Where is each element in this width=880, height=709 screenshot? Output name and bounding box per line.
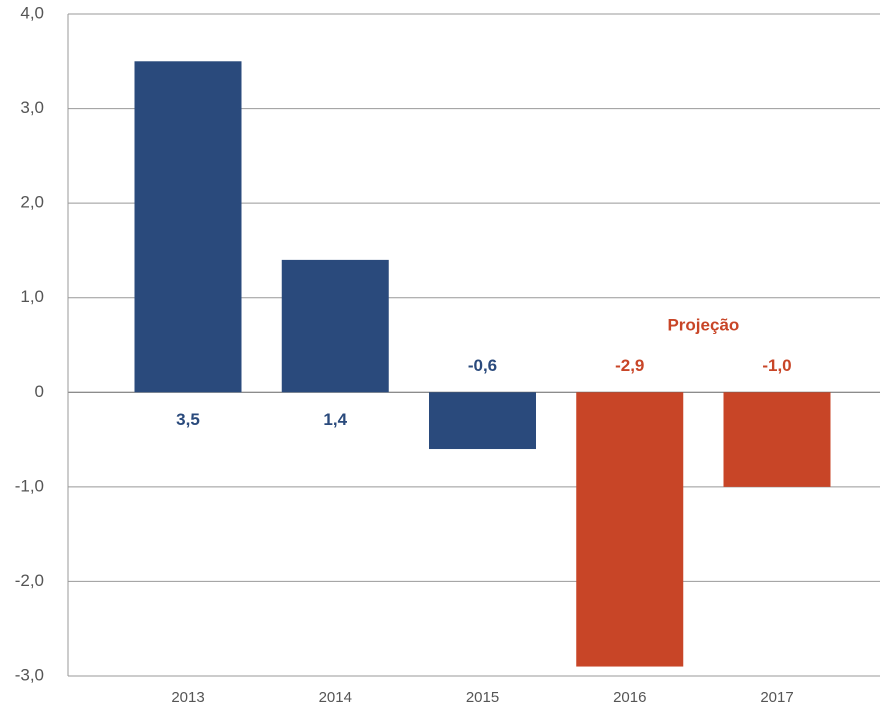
x-tick-label: 2015 [466, 689, 499, 706]
value-label: 1,4 [323, 410, 347, 429]
y-tick-label: 2,0 [20, 193, 44, 212]
x-tick-label: 2017 [760, 689, 793, 706]
bar [429, 392, 536, 450]
bar [576, 392, 684, 667]
y-tick-label: -3,0 [15, 665, 44, 684]
value-label: 3,5 [176, 410, 200, 429]
value-label: -0,6 [468, 356, 497, 375]
bar [723, 392, 831, 487]
value-label: -1,0 [762, 356, 791, 375]
bar [134, 61, 242, 393]
y-tick-label: -1,0 [15, 476, 44, 495]
x-tick-label: 2014 [319, 689, 352, 706]
x-tick-label: 2016 [613, 689, 646, 706]
annotation: Projeção [667, 315, 739, 334]
bar [281, 259, 389, 393]
y-tick-label: 1,0 [20, 287, 44, 306]
x-tick-label: 2013 [171, 689, 204, 706]
value-label: -2,9 [615, 356, 644, 375]
y-tick-label: 3,0 [20, 98, 44, 117]
y-tick-label: 4,0 [20, 3, 44, 22]
y-tick-label: -2,0 [15, 571, 44, 590]
y-tick-label: 0 [35, 382, 44, 401]
